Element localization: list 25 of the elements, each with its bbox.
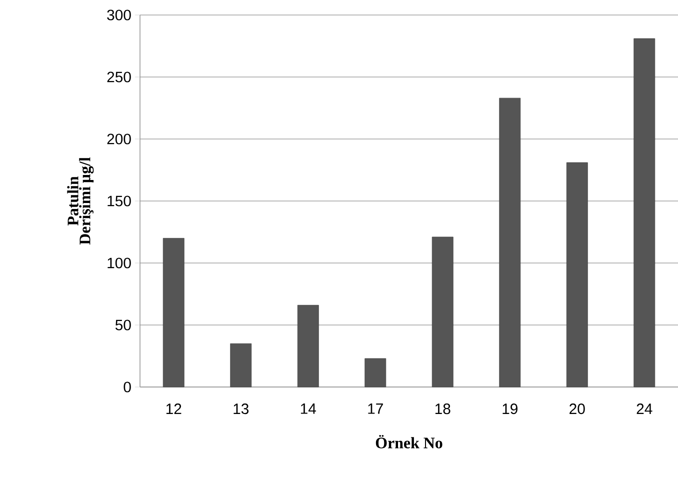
bar xyxy=(297,304,319,388)
x-tick-label: 18 xyxy=(435,404,450,414)
y-tick-label: 300 xyxy=(107,10,131,20)
x-tick-label: 13 xyxy=(234,404,249,414)
x-tick-label: 19 xyxy=(502,404,518,414)
bar xyxy=(230,343,252,388)
y-tick-label: 100 xyxy=(108,258,131,268)
y-axis-title: Patulin Derişimi µg/l xyxy=(67,157,94,245)
bar xyxy=(566,162,588,388)
x-tick-label: 12 xyxy=(166,404,182,414)
x-axis-title: Örnek No xyxy=(376,434,442,448)
x-tick-label: 20 xyxy=(570,404,585,414)
x-tick-label: 17 xyxy=(368,404,383,414)
x-tick-label: 14 xyxy=(300,404,316,414)
bar xyxy=(432,236,454,388)
y-tick-label: 50 xyxy=(115,320,131,330)
x-tick-label: 24 xyxy=(636,404,652,414)
y-tick-label: 150 xyxy=(108,196,131,206)
bar xyxy=(364,358,386,388)
bar xyxy=(634,38,656,388)
y-tick-label: 200 xyxy=(107,134,131,144)
y-tick-label: 250 xyxy=(107,72,131,82)
y-tick-label: 0 xyxy=(124,382,131,392)
bar xyxy=(499,98,521,388)
bar xyxy=(162,238,184,388)
